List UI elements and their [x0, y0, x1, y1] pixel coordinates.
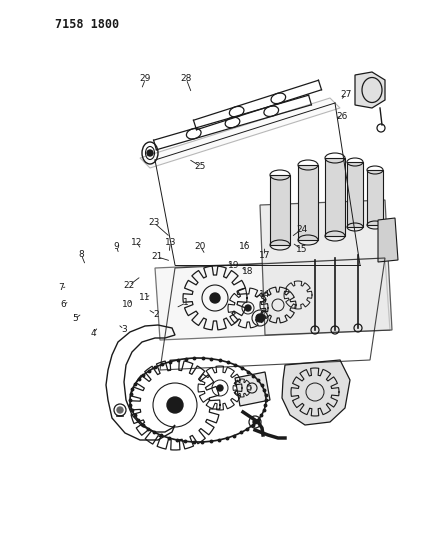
Text: 8: 8	[78, 251, 84, 259]
Text: 15: 15	[296, 245, 307, 254]
Text: 11: 11	[139, 293, 150, 302]
Text: 16: 16	[239, 242, 250, 251]
Text: 21: 21	[152, 253, 163, 261]
Text: 19: 19	[228, 261, 239, 270]
Circle shape	[217, 385, 223, 391]
Text: 26: 26	[337, 112, 348, 120]
Text: 17: 17	[259, 252, 270, 260]
FancyBboxPatch shape	[270, 175, 290, 245]
Text: 23: 23	[149, 219, 160, 227]
Text: 5: 5	[72, 314, 78, 323]
Text: 18: 18	[242, 268, 253, 276]
Text: 14: 14	[259, 290, 270, 298]
Polygon shape	[140, 98, 340, 168]
Circle shape	[245, 305, 251, 311]
Text: 13: 13	[165, 238, 176, 247]
Text: 29: 29	[140, 75, 151, 83]
Circle shape	[117, 407, 123, 413]
Polygon shape	[260, 200, 392, 335]
Circle shape	[210, 293, 220, 303]
Circle shape	[167, 397, 183, 413]
Polygon shape	[282, 360, 350, 425]
Text: 7158 1800: 7158 1800	[55, 18, 119, 31]
FancyBboxPatch shape	[325, 158, 345, 236]
Polygon shape	[155, 258, 390, 340]
Text: 1: 1	[183, 298, 189, 307]
Text: 20: 20	[195, 242, 206, 251]
Text: 28: 28	[181, 75, 192, 83]
Text: 22: 22	[124, 281, 135, 289]
Circle shape	[253, 420, 257, 424]
FancyBboxPatch shape	[367, 170, 383, 225]
Text: 7: 7	[58, 284, 64, 292]
Polygon shape	[235, 372, 270, 406]
Text: 25: 25	[195, 162, 206, 171]
Text: 24: 24	[296, 225, 307, 233]
Text: 10: 10	[122, 301, 133, 309]
Polygon shape	[378, 218, 398, 262]
Text: 3: 3	[121, 325, 127, 334]
Text: 4: 4	[90, 329, 96, 337]
Text: 9: 9	[113, 242, 119, 251]
Circle shape	[256, 314, 264, 322]
Text: 12: 12	[131, 238, 143, 247]
FancyBboxPatch shape	[298, 165, 318, 240]
Text: 2: 2	[153, 310, 159, 319]
Text: 6: 6	[60, 301, 66, 309]
Circle shape	[147, 150, 153, 156]
Polygon shape	[355, 72, 385, 108]
Text: 27: 27	[340, 91, 351, 99]
FancyBboxPatch shape	[347, 162, 363, 227]
